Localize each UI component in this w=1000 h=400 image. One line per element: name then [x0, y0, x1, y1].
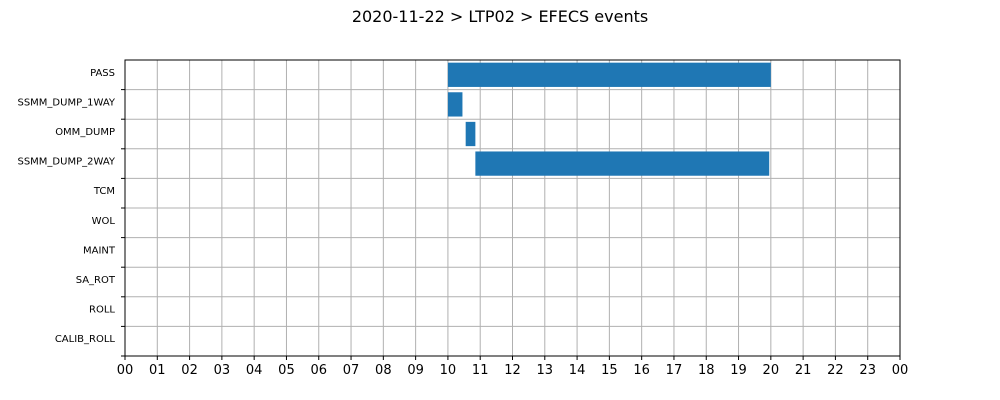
x-tick-label: 00: [117, 363, 134, 378]
x-tick-label: 00: [892, 363, 909, 378]
x-tick-label: 18: [698, 363, 715, 378]
y-tick-label: ROLL: [89, 305, 115, 316]
x-tick-label: 06: [310, 363, 327, 378]
y-tick-label: TCM: [93, 186, 115, 197]
x-tick-label: 02: [181, 363, 198, 378]
y-axis-ticks: PASS SSMM_DUMP_1WAY OMM_DUMP SSMM_DUMP_2WAY…: [17, 68, 125, 357]
event-bar: [475, 151, 770, 176]
x-tick-label: 13: [537, 363, 554, 378]
x-tick-label: 23: [859, 363, 876, 378]
y-tick-label: SSMM_DUMP_1WAY: [17, 97, 115, 108]
x-tick-label: 19: [730, 363, 747, 378]
x-tick-label: 01: [149, 363, 166, 378]
x-tick-label: 16: [633, 363, 650, 378]
x-tick-label: 12: [504, 363, 521, 378]
grid-lines: [124, 60, 901, 357]
x-tick-label: 04: [246, 363, 263, 378]
y-tick-label: OMM_DUMP: [55, 127, 115, 138]
y-tick-label: SSMM_DUMP_2WAY: [17, 157, 115, 168]
event-bar: [447, 62, 771, 87]
event-bar: [447, 92, 463, 117]
x-tick-label: 10: [440, 363, 457, 378]
event-bar: [465, 121, 476, 147]
y-tick-label: PASS: [90, 68, 115, 79]
x-tick-label: 03: [214, 363, 231, 378]
x-tick-label: 11: [472, 363, 489, 378]
y-tick-label: CALIB_ROLL: [55, 334, 116, 345]
x-tick-label: 21: [795, 363, 812, 378]
event-bars: [447, 62, 771, 176]
x-tick-label: 20: [763, 363, 780, 378]
x-tick-label: 17: [666, 363, 683, 378]
chart-title: 2020-11-22 > LTP02 > EFECS events: [352, 7, 648, 26]
x-tick-label: 15: [601, 363, 618, 378]
y-tick-label: WOL: [92, 216, 116, 227]
x-tick-label: 08: [375, 363, 392, 378]
x-tick-label: 14: [569, 363, 586, 378]
y-tick-label: MAINT: [83, 245, 116, 256]
x-axis-ticks: 00 01 02 03 04 05 06 07 08 09 10 11 12 13 14 15 16 17 18 19…: [117, 356, 909, 378]
x-tick-label: 09: [407, 363, 424, 378]
x-tick-label: 22: [827, 363, 844, 378]
x-tick-label: 05: [278, 363, 295, 378]
x-tick-label: 07: [343, 363, 360, 378]
y-tick-label: SA_ROT: [76, 275, 116, 286]
